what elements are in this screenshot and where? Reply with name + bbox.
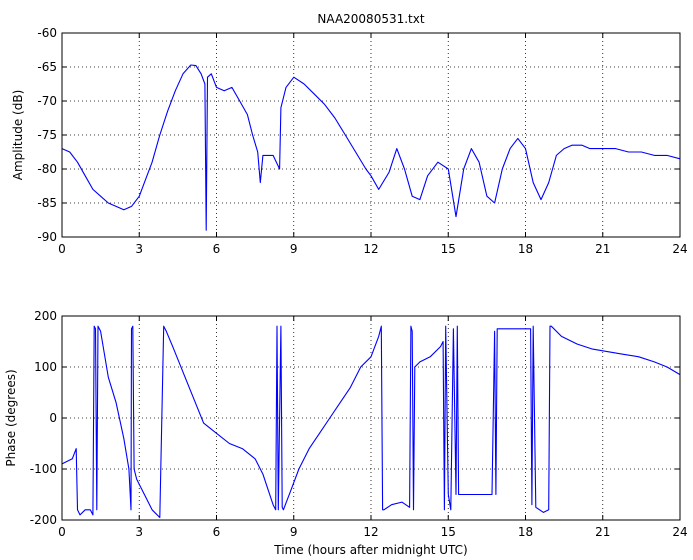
amplitude-y-tick-label: -80 xyxy=(37,162,57,176)
amplitude-panel: 0 3 6 9 12 15 18 21 24 -60 -65 -70 -75 -80 -85 -90 Ampli… xyxy=(11,26,688,256)
amplitude-x-tick-label: 6 xyxy=(213,242,221,256)
phase-x-tick-label: 0 xyxy=(58,525,66,539)
phase-y-axis-label: Phase (degrees) xyxy=(4,369,18,466)
amplitude-axes-frame xyxy=(61,32,681,238)
amplitude-chart-title: NAA20080531.txt xyxy=(317,12,424,26)
amplitude-series-line xyxy=(61,64,681,231)
phase-y-tick-label: 0 xyxy=(49,411,57,425)
phase-x-axis-label: Time (hours after midnight UTC) xyxy=(273,543,467,557)
amplitude-y-tick-label: -85 xyxy=(37,196,57,210)
amplitude-y-tick-label: -90 xyxy=(37,230,57,244)
phase-panel: 0 3 6 9 12 15 18 21 24 200 100 0 -100 -200 Phase (degr… xyxy=(4,309,688,557)
amplitude-y-tick-label: -75 xyxy=(37,128,57,142)
phase-x-tick-label: 9 xyxy=(290,525,298,539)
phase-x-tick-label: 15 xyxy=(441,525,456,539)
amplitude-x-tick-label: 3 xyxy=(135,242,143,256)
amplitude-x-tick-label: 9 xyxy=(290,242,298,256)
phase-y-tick-label: 100 xyxy=(34,360,57,374)
phase-x-tick-label: 3 xyxy=(135,525,143,539)
phase-series-line xyxy=(61,325,681,519)
phase-y-tick-label: 200 xyxy=(34,309,57,323)
amplitude-x-tick-label: 0 xyxy=(58,242,66,256)
amplitude-y-tick-label: -65 xyxy=(37,60,57,74)
amplitude-y-tick-label: -70 xyxy=(37,94,57,108)
phase-y-tick-label: -200 xyxy=(30,513,57,527)
amplitude-x-tick-label: 21 xyxy=(595,242,610,256)
amplitude-x-tick-label: 18 xyxy=(518,242,533,256)
amplitude-x-tick-label: 12 xyxy=(363,242,378,256)
amplitude-x-tick-label: 15 xyxy=(441,242,456,256)
phase-x-tick-label: 18 xyxy=(518,525,533,539)
phase-x-tick-label: 6 xyxy=(213,525,221,539)
phase-axes-frame xyxy=(61,315,681,521)
phase-x-tick-label: 21 xyxy=(595,525,610,539)
amplitude-y-tick-label: -60 xyxy=(37,26,57,40)
phase-y-tick-label: -100 xyxy=(30,462,57,476)
amplitude-x-tick-label: 24 xyxy=(672,242,687,256)
phase-x-tick-label: 12 xyxy=(363,525,378,539)
amplitude-y-axis-label: Amplitude (dB) xyxy=(11,90,25,181)
phase-x-tick-label: 24 xyxy=(672,525,687,539)
